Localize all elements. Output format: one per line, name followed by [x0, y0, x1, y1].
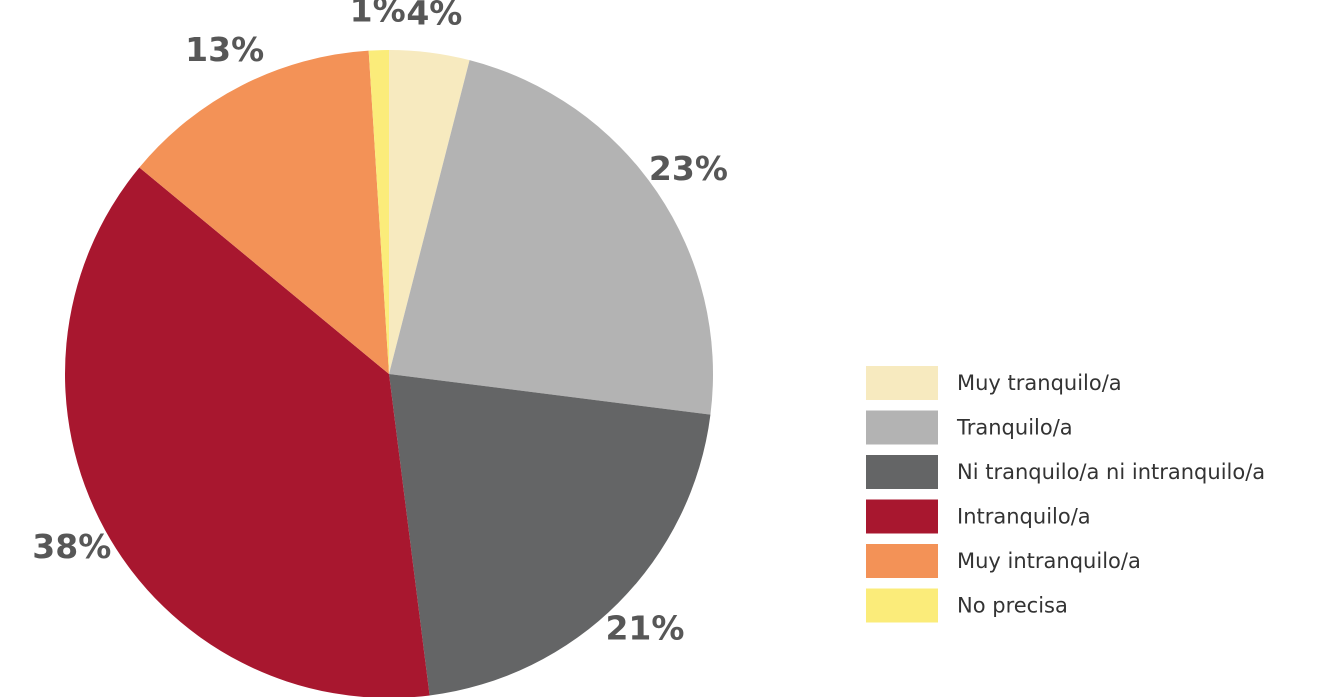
legend-label: No precisa	[957, 594, 1068, 618]
slice-label: 1%	[350, 0, 406, 30]
legend-swatch	[866, 499, 938, 534]
legend-swatch	[866, 455, 938, 489]
legend-label: Muy tranquilo/a	[957, 371, 1122, 395]
pie-slice	[389, 50, 470, 374]
pie-slice	[389, 60, 714, 415]
slice-label: 21%	[605, 608, 684, 647]
pie-slice	[368, 50, 389, 374]
legend-label: Tranquilo/a	[956, 416, 1073, 440]
slice-label: 13%	[185, 30, 264, 69]
slice-label: 4%	[406, 0, 462, 32]
pie-slice	[65, 167, 430, 697]
legend-label: Muy intranquilo/a	[957, 549, 1141, 573]
legend-swatch	[866, 588, 938, 623]
legend-swatch	[866, 366, 938, 400]
pie-slice	[139, 50, 389, 374]
slice-label: 38%	[32, 527, 111, 566]
legend-label: Intranquilo/a	[957, 505, 1091, 529]
legend-swatch	[866, 410, 938, 445]
legend-label: Ni tranquilo/a ni intranquilo/a	[957, 460, 1265, 484]
pie-slice	[389, 374, 711, 696]
slice-label: 23%	[649, 149, 728, 188]
legend-swatch	[866, 544, 938, 578]
